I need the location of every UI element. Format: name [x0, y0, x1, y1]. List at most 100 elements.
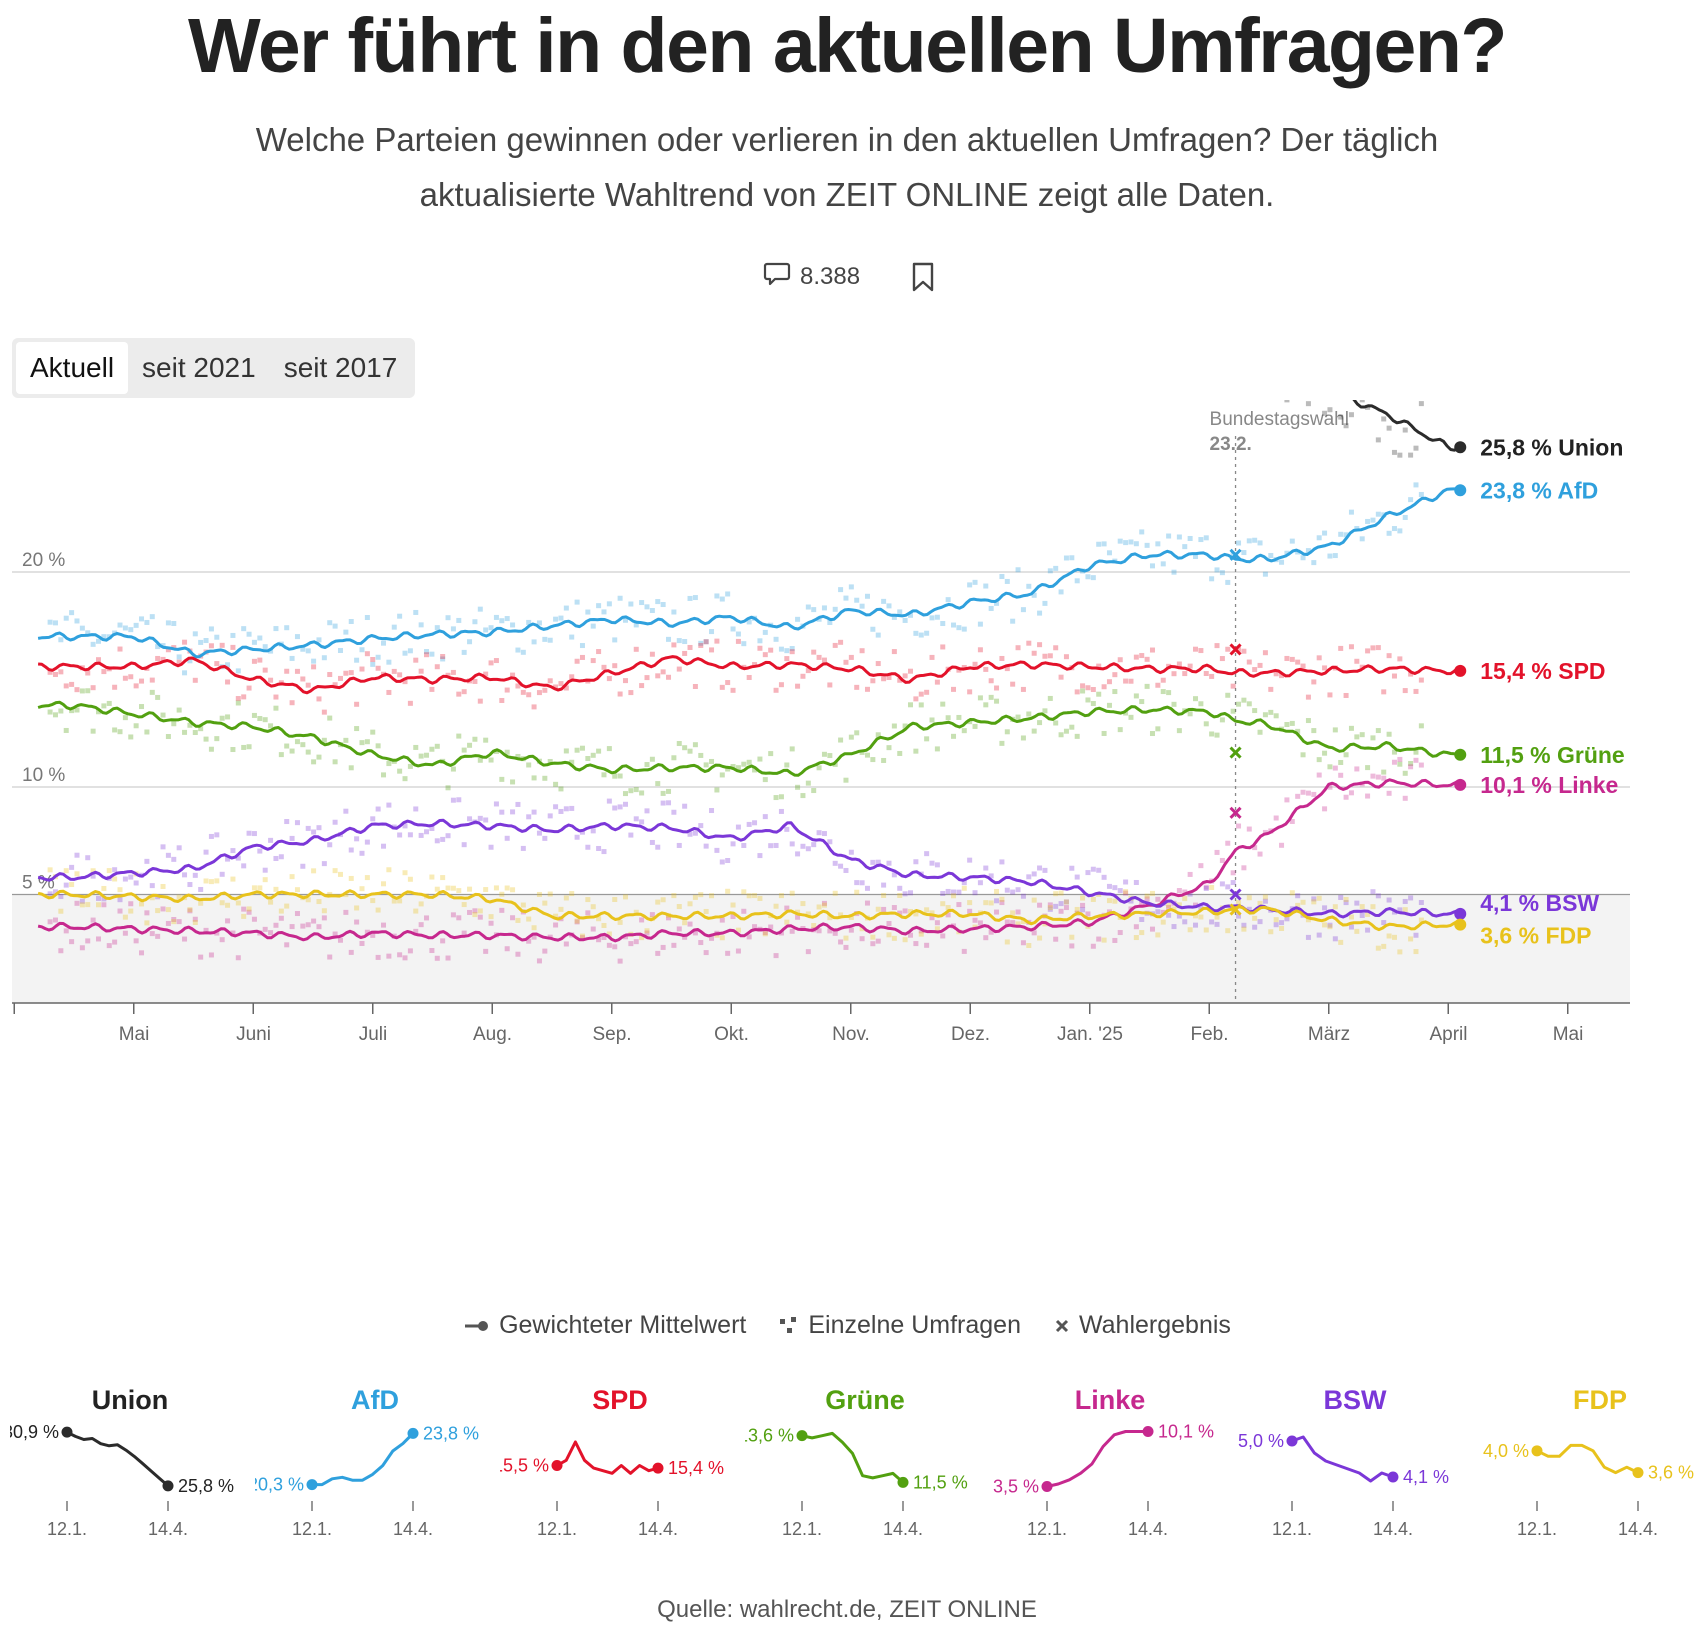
poll-dot [1305, 694, 1311, 700]
poll-dot [1042, 653, 1048, 659]
poll-dot [305, 749, 311, 755]
poll-dot [1322, 922, 1328, 928]
poll-dot [816, 928, 822, 934]
poll-dot [1214, 643, 1220, 649]
poll-dot [1311, 560, 1317, 566]
poll-dot [1074, 906, 1080, 912]
poll-dot [983, 865, 989, 871]
poll-dot [1230, 870, 1236, 876]
poll-dot [644, 928, 650, 934]
mini-x-end: 14.4. [1618, 1519, 1658, 1539]
poll-dot [800, 673, 806, 679]
poll-dot [859, 648, 865, 654]
poll-dot [1386, 897, 1392, 903]
poll-dot [1031, 930, 1037, 936]
tab-seit-2017[interactable]: seit 2017 [283, 352, 398, 383]
poll-dot [219, 937, 225, 943]
poll-dot [1096, 691, 1102, 697]
poll-dot [848, 584, 854, 590]
poll-dot [789, 841, 795, 847]
poll-dot [359, 647, 365, 653]
poll-dot [1391, 934, 1397, 940]
bookmark-icon[interactable] [910, 261, 936, 298]
poll-dot [214, 736, 220, 742]
poll-dot [187, 658, 193, 664]
poll-dot [1015, 714, 1021, 720]
poll-dot [1004, 887, 1010, 893]
poll-dot [940, 901, 946, 907]
poll-dot [1004, 939, 1010, 945]
poll-dot [332, 868, 338, 874]
poll-dot [316, 696, 322, 702]
poll-dot [1133, 879, 1139, 885]
poll-dot [639, 683, 645, 689]
poll-dot [579, 643, 585, 649]
poll-dot [526, 916, 532, 922]
poll-dot [1214, 567, 1220, 573]
poll-dot [908, 612, 913, 618]
poll-dot [644, 762, 650, 768]
poll-dot [375, 907, 381, 913]
poll-dot [117, 646, 123, 652]
tab-seit-2021[interactable]: seit 2021 [142, 352, 256, 383]
poll-dot [639, 790, 645, 796]
poll-dot [85, 855, 91, 861]
poll-dot [655, 599, 661, 605]
poll-dot [1080, 902, 1086, 908]
poll-dot [348, 949, 354, 955]
poll-dot [913, 911, 919, 917]
poll-dot [1327, 553, 1333, 559]
poll-dot [504, 885, 510, 891]
poll-dot [999, 900, 1005, 906]
poll-dot [1219, 717, 1225, 723]
poll-dot [95, 895, 101, 901]
poll-dot [762, 930, 768, 936]
main-poll-chart: 5 %10 %20 %30 %MaiJuniJuliAug.Sep.Okt.No… [12, 400, 1630, 1045]
poll-dot [1381, 689, 1387, 695]
poll-dot [703, 843, 709, 849]
poll-dot [1327, 764, 1333, 770]
poll-dot [160, 844, 166, 850]
poll-dot [472, 912, 478, 918]
poll-dot [687, 831, 693, 837]
poll-dot [692, 894, 698, 900]
comments-button[interactable]: 8.388 [762, 258, 860, 295]
poll-dot [1370, 889, 1376, 895]
poll-dot [58, 708, 64, 714]
poll-dot [1359, 732, 1365, 738]
poll-dot [1085, 870, 1091, 876]
poll-dot [746, 821, 752, 827]
poll-dot [768, 647, 774, 653]
poll-dot [1149, 647, 1155, 653]
tab-aktuell[interactable]: Aktuell [16, 342, 129, 394]
poll-dot [827, 839, 833, 845]
poll-dot [1343, 532, 1349, 538]
poll-dot [364, 839, 370, 845]
poll-dot [940, 933, 946, 939]
poll-dot [1117, 657, 1123, 663]
poll-dot [1391, 749, 1397, 755]
poll-dot [870, 678, 876, 684]
poll-dot [510, 779, 516, 785]
poll-dot [692, 930, 698, 936]
poll-dot [1268, 709, 1274, 715]
poll-dot [838, 587, 844, 593]
poll-dot [268, 648, 274, 654]
mini-end-point [652, 1462, 664, 1474]
poll-dot [122, 625, 128, 631]
poll-dot [278, 854, 284, 860]
poll-dot [1402, 907, 1408, 913]
poll-dot [294, 820, 300, 826]
poll-dot [246, 830, 252, 836]
poll-dot [230, 930, 236, 936]
poll-dot [300, 646, 306, 652]
poll-dot [902, 723, 908, 729]
end-label-union: 25,8 % Union [1480, 434, 1623, 460]
poll-dot [983, 935, 989, 941]
poll-dot [1252, 845, 1258, 851]
poll-dot [440, 875, 446, 881]
poll-dot [364, 929, 370, 935]
poll-dot [768, 751, 774, 757]
poll-dot [1300, 555, 1306, 561]
poll-dot [891, 935, 897, 941]
